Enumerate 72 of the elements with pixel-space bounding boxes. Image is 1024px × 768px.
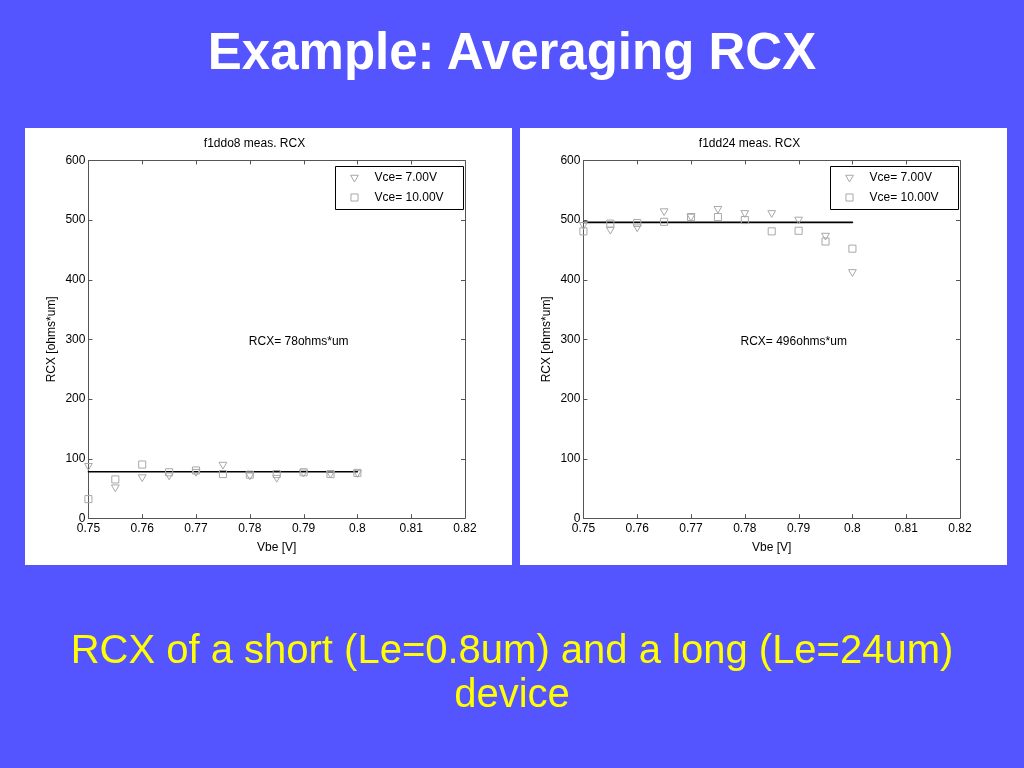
point	[767, 227, 776, 236]
x-tick-label: 0.8	[349, 520, 367, 535]
point	[218, 470, 227, 479]
x-tick-label: 0.76	[130, 520, 155, 535]
point	[165, 468, 174, 477]
point	[821, 237, 830, 246]
point	[579, 227, 588, 236]
y-tick-label: 100	[560, 450, 581, 465]
legend-label: Vce= 10.00V	[374, 189, 444, 204]
point	[272, 470, 281, 479]
y-tick-label: 300	[560, 331, 581, 346]
y-tick-label: 200	[560, 391, 581, 406]
x-tick-label: 0.82	[453, 520, 477, 535]
x-tick-label: 0.79	[786, 520, 811, 535]
y-tick-label: 600	[65, 152, 86, 167]
point	[111, 475, 120, 484]
point	[767, 210, 777, 218]
x-axis-title: Vbe [V]	[257, 540, 297, 555]
x-tick-label: 0.77	[184, 520, 209, 535]
point	[218, 461, 228, 470]
point	[272, 474, 282, 483]
annotation: RCX= 78ohms*um	[248, 333, 349, 348]
point	[164, 472, 174, 481]
x-tick-label: 0.77	[679, 520, 704, 535]
y-tick-label: 200	[65, 391, 86, 406]
point	[740, 216, 749, 225]
x-tick-label: 0.78	[238, 520, 262, 535]
text: Example: Averaging RCX	[206, 22, 818, 82]
y-tick-label: 300	[65, 331, 86, 346]
x-tick-label: 0.81	[399, 520, 424, 535]
annotation: RCX= 496ohms*um	[740, 333, 847, 348]
y-tick-label: 500	[560, 212, 581, 227]
y-tick-label: 100	[65, 450, 86, 465]
point	[84, 462, 93, 471]
y-axis-title: RCX [ohms*um]	[43, 296, 58, 383]
point	[632, 224, 642, 233]
y-axis-title: RCX [ohms*um]	[538, 296, 553, 383]
legend-label: Vce= 10.00V	[869, 189, 939, 204]
point	[110, 484, 120, 493]
point	[713, 205, 723, 214]
point	[579, 222, 588, 230]
legend-label: Vce= 7.00V	[374, 169, 437, 184]
point	[848, 244, 857, 253]
point	[659, 208, 669, 217]
point	[848, 269, 857, 277]
point	[137, 474, 147, 483]
point	[606, 219, 615, 228]
y-tick-label: 400	[560, 271, 581, 286]
chart-title: f1ddo8 meas. RCX	[203, 135, 306, 150]
point	[794, 226, 803, 235]
x-tick-label: 0.8	[844, 520, 862, 535]
x-tick-label: 0.79	[291, 520, 316, 535]
point	[633, 218, 642, 228]
point	[660, 217, 669, 226]
point	[138, 460, 147, 469]
point	[713, 213, 722, 222]
point	[794, 216, 804, 225]
chart-title: f1dd24 meas. RCX	[698, 135, 801, 150]
x-tick-label: 0.78	[733, 520, 757, 535]
x-tick-label: 0.81	[894, 520, 919, 535]
point	[84, 495, 93, 504]
legend-label: Vce= 7.00V	[869, 169, 932, 184]
point	[605, 226, 615, 235]
x-tick-label: 0.76	[625, 520, 650, 535]
y-tick-label: 600	[560, 152, 581, 167]
y-tick-label: 400	[65, 271, 86, 286]
point	[821, 232, 830, 241]
x-tick-label: 0.82	[948, 520, 972, 535]
point	[740, 210, 750, 218]
y-tick-label: 500	[65, 212, 86, 227]
x-axis-title: Vbe [V]	[752, 540, 792, 555]
text: RCX of a short (Le=0.8um) and a long (Le=24um) device	[69, 627, 955, 715]
